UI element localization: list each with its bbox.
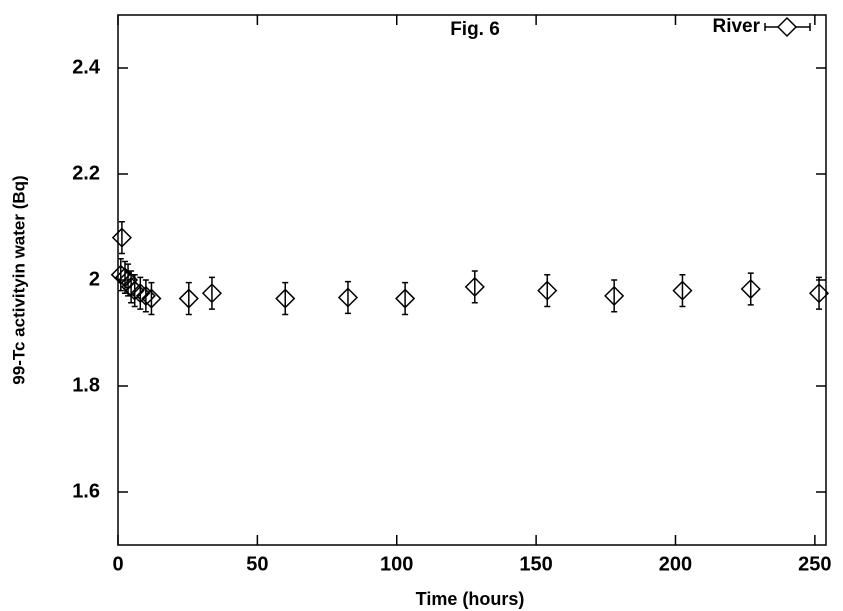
x-tick-label: 150 [519, 553, 552, 575]
y-tick-label: 2.4 [72, 56, 101, 78]
point [537, 280, 558, 301]
error-bar [148, 281, 155, 316]
error-bar [611, 279, 618, 313]
error-bar [747, 272, 754, 306]
error-bar [185, 281, 192, 316]
legend-marker [776, 16, 798, 38]
chart-title: Fig. 6 [450, 19, 500, 40]
y-axis-title: 99-Tc activityin water (Bq) [9, 175, 28, 384]
legend-label: River [712, 16, 760, 37]
point [672, 280, 693, 301]
point [337, 287, 359, 308]
point [395, 288, 416, 309]
point [201, 283, 222, 304]
x-tick-label: 50 [246, 553, 268, 575]
error-bar [344, 280, 351, 315]
error-bar [128, 270, 135, 304]
y-tick-label: 2 [89, 268, 100, 290]
error-bar [544, 273, 551, 308]
point [178, 288, 199, 309]
y-tick-label: 1.6 [72, 480, 100, 502]
point [111, 227, 132, 248]
error-bar [208, 276, 215, 310]
error-bar [118, 220, 125, 255]
error-bar [402, 281, 409, 316]
error-bar [282, 281, 289, 316]
point [740, 278, 761, 300]
error-bar [471, 270, 478, 304]
y-tick-label: 1.8 [72, 374, 100, 396]
x-tick-label: 0 [112, 553, 123, 575]
point [275, 288, 296, 309]
error-bar [121, 260, 128, 294]
x-tick-label: 200 [659, 553, 692, 575]
error-bar [679, 273, 686, 308]
point [604, 285, 625, 306]
error-bar [117, 258, 124, 292]
y-tick-label: 2.2 [72, 162, 100, 184]
point [464, 276, 485, 297]
x-tick-label: 100 [380, 553, 413, 575]
error-bar [816, 276, 823, 310]
x-tick-label: 250 [798, 553, 831, 575]
point [141, 288, 162, 309]
point [808, 283, 830, 304]
x-axis-title: Time (hours) [416, 589, 525, 609]
